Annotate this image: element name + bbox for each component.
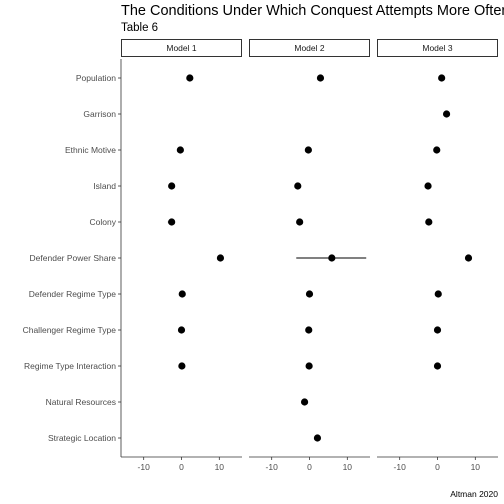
coefficient-point xyxy=(300,398,309,406)
coefficient-point xyxy=(304,146,312,154)
coefficient-point xyxy=(424,182,432,190)
coefficient-point xyxy=(296,218,304,226)
coefficient-point xyxy=(168,182,176,190)
x-tick-label: 10 xyxy=(343,462,353,472)
coefficient-point xyxy=(425,218,433,226)
y-axis: Population Garrison Ethnic Motive Island Col… xyxy=(23,59,122,457)
x-tick-label: 10 xyxy=(215,462,225,472)
x-tick-label: -10 xyxy=(138,462,151,472)
y-tick-label: Population xyxy=(76,73,116,83)
coefficient-point xyxy=(434,290,442,298)
y-tick-label: Defender Regime Type xyxy=(29,289,117,299)
coefficient-point xyxy=(433,146,441,154)
coefficient-point xyxy=(328,254,336,262)
x-tick-label: -10 xyxy=(394,462,407,472)
chart-caption: Altman 2020 xyxy=(450,489,498,499)
coefficient-point xyxy=(433,362,442,370)
coefficient-point xyxy=(442,110,451,118)
facet-strip xyxy=(121,39,242,57)
y-tick-label: Regime Type Interaction xyxy=(24,361,116,371)
facet-strip-label: Model 2 xyxy=(294,43,325,53)
coefficient-point xyxy=(305,326,313,334)
coefficient-point xyxy=(177,326,186,334)
coefficient-point xyxy=(176,146,184,154)
coefficient-point xyxy=(305,290,314,298)
y-tick-label: Strategic Location xyxy=(48,433,116,443)
coefficient-point xyxy=(316,74,325,82)
coefficient-point xyxy=(168,218,176,226)
coefficient-point xyxy=(438,74,446,82)
x-tick-label: 10 xyxy=(471,462,481,472)
facet-strip-label: Model 1 xyxy=(166,43,197,53)
facet-strip xyxy=(249,39,370,57)
coefficient-point xyxy=(178,290,186,298)
coefficient-point xyxy=(178,362,186,370)
y-tick-label: Defender Power Share xyxy=(30,253,117,263)
y-tick-label: Ethnic Motive xyxy=(65,145,116,155)
coefficient-point xyxy=(294,182,302,190)
facet-panel-3: Model 3 -10 0 10 xyxy=(377,39,498,472)
facet-strip-label: Model 3 xyxy=(422,43,453,53)
coefficient-point xyxy=(433,326,442,334)
coefficient-point xyxy=(216,254,225,262)
coefficient-point xyxy=(305,362,313,370)
x-tick-label: 0 xyxy=(179,462,184,472)
y-tick-label: Colony xyxy=(90,217,117,227)
facet-panel-2: Model 2 -10 0 10 xyxy=(249,39,370,472)
chart-subtitle: Table 6 xyxy=(121,22,158,34)
y-tick-label: Island xyxy=(93,181,116,191)
chart-title: The Conditions Under Which Conquest Atte… xyxy=(121,3,504,19)
x-tick-label: -10 xyxy=(266,462,279,472)
coefficient-point xyxy=(186,74,194,82)
facet-strip xyxy=(377,39,498,57)
facet-panels: Model 1 -10 0 10 Model 2 -10 0 10 Model 3 -10 0 10 xyxy=(121,39,498,472)
coefficient-point xyxy=(313,434,322,442)
y-tick-label: Garrison xyxy=(83,109,116,119)
x-tick-label: 0 xyxy=(435,462,440,472)
y-tick-label: Natural Resources xyxy=(46,397,116,407)
x-tick-label: 0 xyxy=(307,462,312,472)
facet-panel-1: Model 1 -10 0 10 xyxy=(121,39,242,472)
y-tick-label: Challenger Regime Type xyxy=(23,325,117,335)
coefficient-point xyxy=(464,254,473,262)
